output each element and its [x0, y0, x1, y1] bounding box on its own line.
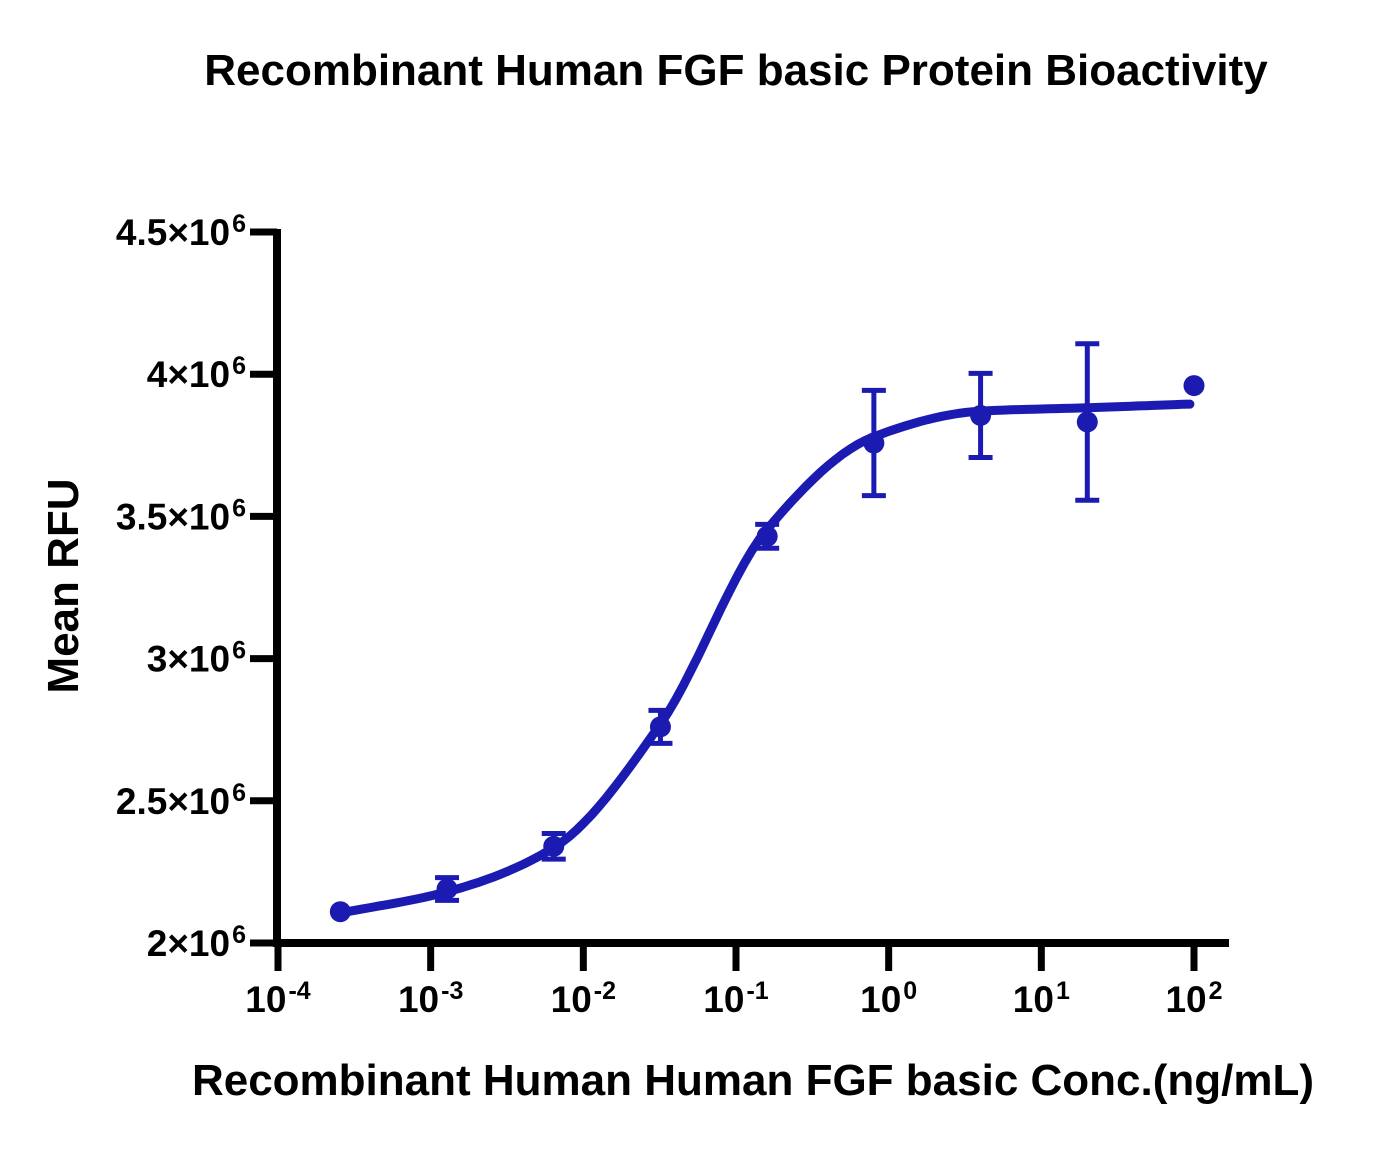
y-tick-label: 4×106	[147, 352, 246, 395]
y-tick-label: 4.5×106	[116, 210, 246, 253]
data-point	[329, 901, 351, 923]
data-point	[543, 835, 565, 857]
x-tick-label: 10-3	[398, 977, 463, 1020]
data-point	[970, 404, 992, 426]
data-point	[649, 716, 671, 738]
fit-curve	[335, 399, 1195, 918]
x-tick-label: 10-1	[703, 977, 768, 1020]
y-tick-label: 2.5×106	[116, 779, 246, 822]
y-axis-title: Mean RFU	[39, 478, 88, 694]
data-point	[863, 432, 885, 454]
chart-title: Recombinant Human FGF basic Protein Bioa…	[204, 46, 1268, 95]
x-tick-label: 10-4	[245, 977, 310, 1020]
y-tick-label: 3.5×106	[116, 494, 246, 537]
x-tick-label: 101	[1013, 977, 1070, 1020]
x-tick-label: 10-2	[551, 977, 616, 1020]
x-tick-label: 100	[860, 977, 917, 1020]
y-tick-label: 3×106	[147, 637, 246, 680]
data-point	[1076, 411, 1098, 433]
x-axis-title: Recombinant Human Human FGF basic Conc.(…	[191, 1056, 1315, 1105]
data-point	[756, 525, 778, 547]
data-point	[436, 878, 458, 900]
x-tick-label: 102	[1165, 977, 1222, 1020]
y-tick-label: 2×106	[147, 921, 246, 964]
data-point	[1183, 375, 1205, 397]
